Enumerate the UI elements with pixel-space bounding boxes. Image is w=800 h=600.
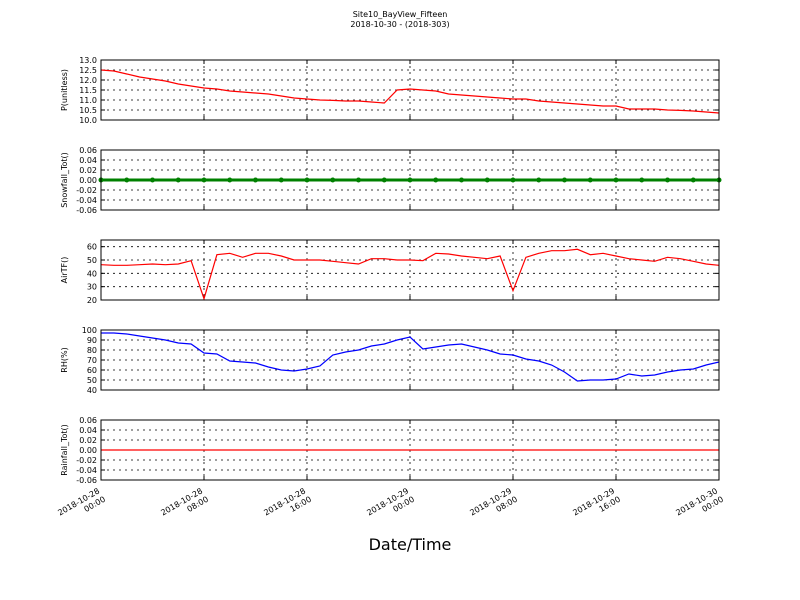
y-axis-label: P(unitless) [60,69,69,111]
data-point [613,177,619,183]
y-tick-label: 10.0 [79,116,97,125]
data-point [407,177,413,183]
data-point [381,177,387,183]
data-point [201,177,207,183]
plot-frame [100,239,720,301]
data-point [227,177,233,183]
y-tick-label: 40 [87,269,97,278]
data-point [510,177,516,183]
data-point [253,177,258,183]
y-tick-label: 0.02 [79,166,97,175]
y-tick-label: 60 [87,243,97,252]
y-tick-label: 0.00 [79,176,97,185]
chart-title: Site10_BayView_Fifteen [353,10,448,19]
plot-frame [100,419,720,481]
y-tick-label: 20 [87,296,97,305]
y-tick-label: 0.06 [79,146,97,155]
y-tick-label: 50 [87,256,97,265]
data-point [562,177,567,183]
y-tick-label: -0.04 [76,196,97,205]
data-point [356,177,361,183]
y-tick-label: 13.0 [79,56,97,65]
data-line [100,69,720,114]
data-point [304,177,310,183]
y-tick-label: 0.04 [79,426,97,435]
data-line [101,332,720,382]
y-tick-label: 0.04 [79,156,97,165]
y-axis-label: RH(%) [60,347,69,372]
y-tick-label: 80 [87,346,97,355]
y-tick-label: 70 [87,356,97,365]
y-tick-label: 11.5 [79,86,97,95]
x-axis-label: Date/Time [369,535,452,554]
y-tick-label: 12.0 [79,76,97,85]
y-tick-label: 40 [87,386,97,395]
data-line [100,248,720,301]
data-point [330,177,336,183]
data-point [690,177,696,183]
plot-frame [100,59,720,121]
data-point [459,177,464,183]
data-point [587,177,593,183]
y-axis-label: Rainfall_Tot() [60,424,69,476]
y-tick-label: -0.04 [76,466,97,475]
data-point [175,177,181,183]
data-point [433,177,439,183]
y-axis-label: Snowfall_Tot() [60,152,69,208]
data-point [484,177,490,183]
y-tick-label: 0.00 [79,446,97,455]
y-tick-label: 60 [87,366,97,375]
data-point [124,177,130,183]
data-point [665,177,670,183]
y-tick-label: 12.5 [79,66,97,75]
y-tick-label: 0.06 [79,416,97,425]
y-tick-label: 100 [82,326,97,335]
y-tick-label: -0.02 [76,456,97,465]
y-tick-label: 50 [87,376,97,385]
y-tick-label: 11.0 [79,96,97,105]
y-tick-label: 10.5 [79,106,97,115]
y-tick-label: -0.06 [76,476,97,485]
data-point [278,177,284,183]
plot-frame [100,329,720,391]
y-tick-label: -0.02 [76,186,97,195]
chart-subtitle: 2018-10-30 - (2018-303) [350,20,449,29]
y-tick-label: -0.06 [76,206,97,215]
y-tick-label: 0.02 [79,436,97,445]
y-tick-label: 90 [87,336,97,345]
data-point [639,177,645,183]
y-axis-label: AirTF() [60,257,69,284]
plot-frame [100,149,720,211]
data-point [150,177,155,183]
y-tick-label: 30 [87,283,97,292]
data-point [536,177,542,183]
